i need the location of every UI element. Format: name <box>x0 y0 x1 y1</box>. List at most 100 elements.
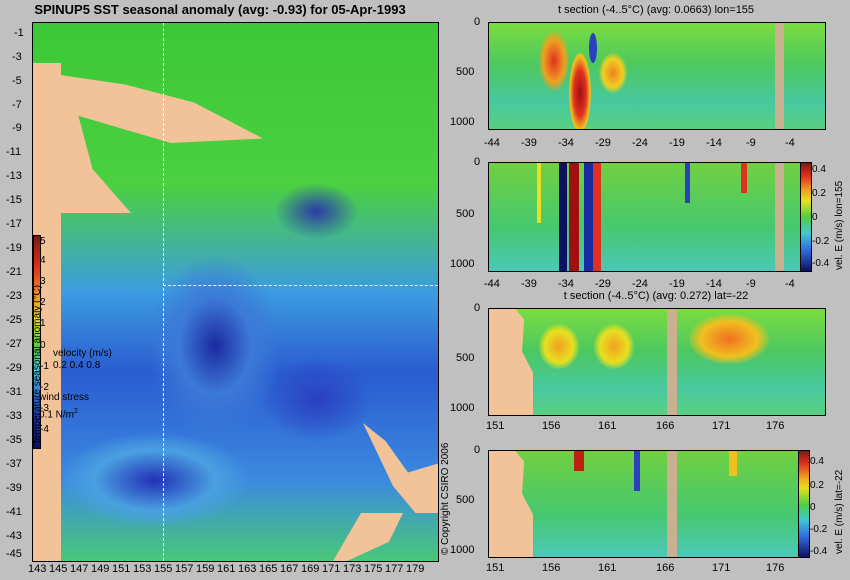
map-x-tick: 151 <box>112 563 131 575</box>
panel2-colorbar-tick: 0.4 <box>812 164 826 175</box>
map-y-tick: -33 <box>6 410 22 422</box>
wind-scale: 0.1 N/m2 <box>39 408 78 421</box>
panel2-x-tick: -34 <box>558 278 574 290</box>
panel2-colorbar-tick: 0.2 <box>812 188 826 199</box>
map-y-tick: -15 <box>6 194 22 206</box>
panel2-colorbar-label: vel. E (m/s) lon=155 <box>834 180 845 270</box>
panel3-y-tick: 0 <box>474 302 481 314</box>
map-x-tick: 145 <box>49 563 68 575</box>
panel2-x-tick: -29 <box>595 278 611 290</box>
map-x-tick: 169 <box>301 563 320 575</box>
panel2-x-tick: -14 <box>706 278 722 290</box>
panel3-y-tick: 1000 <box>450 402 475 414</box>
panel3-y-tick: 500 <box>456 352 475 364</box>
map-colorbar-tick: 5 <box>40 236 46 247</box>
panel1-x-tick: -19 <box>669 137 685 149</box>
wind-label: wind stress <box>39 392 90 403</box>
panel2-x-tick: -24 <box>632 278 648 290</box>
map-x-tick: 159 <box>196 563 215 575</box>
panel4-colorbar-tick: 0 <box>810 502 816 513</box>
map-y-tick: -11 <box>6 146 22 158</box>
panel3-x-tick: 161 <box>598 420 617 432</box>
panel2-colorbar <box>800 162 812 272</box>
panel3-temp-section-lat-22 <box>488 308 826 416</box>
panel3-x-tick: 151 <box>486 420 505 432</box>
panel4-colorbar-label: vel. E (m/s) lat=-22 <box>834 469 845 554</box>
map-x-tick: 149 <box>91 563 110 575</box>
panel4-colorbar <box>798 450 810 558</box>
panel3-x-tick: 156 <box>542 420 561 432</box>
panel4-x-tick: 156 <box>542 562 561 574</box>
map-colorbar-tick: 2 <box>40 297 46 308</box>
panel4-colorbar-tick: 0.4 <box>810 456 824 467</box>
panel4-colorbar-tick: 0.2 <box>810 480 824 491</box>
new-zealand-north-landmass <box>363 423 438 513</box>
map-y-tick: -25 <box>6 314 22 326</box>
panel1-y-tick: 1000 <box>450 116 475 128</box>
map-x-tick: 175 <box>364 563 383 575</box>
panel2-x-tick: -39 <box>521 278 537 290</box>
map-colorbar-tick: 1 <box>40 318 46 329</box>
map-y-tick: -13 <box>6 170 22 182</box>
panel3-x-tick: 166 <box>656 420 675 432</box>
map-colorbar-tick: -2 <box>40 382 49 393</box>
panel2-y-tick: 1000 <box>450 258 475 270</box>
panel3-title: t section (-4..5°C) (avg: 0.272) lat=-22 <box>563 290 749 302</box>
map-y-tick: -31 <box>6 386 22 398</box>
map-y-tick: -19 <box>6 242 22 254</box>
velocity-scale: 0.2 0.4 0.8 <box>53 360 101 371</box>
map-title: SPINUP5 SST seasonal anomaly (avg: -0.93… <box>34 2 406 17</box>
map-x-tick: 165 <box>259 563 278 575</box>
map-x-tick: 155 <box>154 563 173 575</box>
map-colorbar-tick: -1 <box>40 361 49 372</box>
velocity-label: velocity (m/s) <box>53 348 112 359</box>
map-x-tick: 147 <box>70 563 89 575</box>
panel2-colorbar-tick: -0.2 <box>812 236 830 247</box>
panel2-velocity-section-lon155 <box>488 162 802 272</box>
panel1-x-tick: -29 <box>595 137 611 149</box>
panel2-colorbar-tick: 0 <box>812 212 818 223</box>
sst-anomaly-map: temperature seasonal anomaly (°C) veloci… <box>32 22 439 562</box>
map-y-tick: -3 <box>12 51 22 63</box>
panel4-x-tick: 166 <box>656 562 675 574</box>
panel1-y-tick: 500 <box>456 66 475 78</box>
map-x-tick: 167 <box>280 563 299 575</box>
map-y-tick: -21 <box>6 266 22 278</box>
panel1-title: t section (-4..5°C) (avg: 0.0663) lon=15… <box>557 4 755 16</box>
panel1-x-tick: -4 <box>785 137 795 149</box>
panel3-x-tick: 176 <box>766 420 785 432</box>
panel2-x-tick: -9 <box>746 278 756 290</box>
panel1-x-tick: -24 <box>632 137 648 149</box>
map-y-tick: -17 <box>6 218 22 230</box>
panel4-velocity-section-lat-22 <box>488 450 800 558</box>
panel4-y-tick: 0 <box>474 444 481 456</box>
panel4-y-tick: 1000 <box>450 544 475 556</box>
map-y-tick: -1 <box>14 27 24 39</box>
panel4-y-tick: 500 <box>456 494 475 506</box>
panel2-x-tick: -4 <box>785 278 795 290</box>
map-y-tick: -37 <box>6 458 22 470</box>
map-x-tick: 157 <box>175 563 194 575</box>
panel1-x-tick: -39 <box>521 137 537 149</box>
map-x-tick: 171 <box>322 563 341 575</box>
panel4-x-tick: 151 <box>486 562 505 574</box>
panel1-x-tick: -34 <box>558 137 574 149</box>
map-y-tick: -35 <box>6 434 22 446</box>
map-colorbar <box>33 235 41 449</box>
map-x-tick: 179 <box>406 563 425 575</box>
map-y-tick: -9 <box>12 122 22 134</box>
panel1-y-tick: 0 <box>474 16 481 28</box>
map-colorbar-tick: 3 <box>40 276 46 287</box>
panel3-x-tick: 171 <box>712 420 731 432</box>
map-y-tick: -45 <box>6 548 22 560</box>
lon-guide-line <box>163 23 164 561</box>
map-y-tick: -23 <box>6 290 22 302</box>
lat-guide-line <box>163 285 438 286</box>
panel4-x-tick: 171 <box>712 562 731 574</box>
map-y-tick: -5 <box>12 75 22 87</box>
map-y-tick: -29 <box>6 362 22 374</box>
map-x-tick: 163 <box>238 563 257 575</box>
map-y-tick: -41 <box>6 506 22 518</box>
map-y-tick: -7 <box>12 99 22 111</box>
map-y-tick: -39 <box>6 482 22 494</box>
